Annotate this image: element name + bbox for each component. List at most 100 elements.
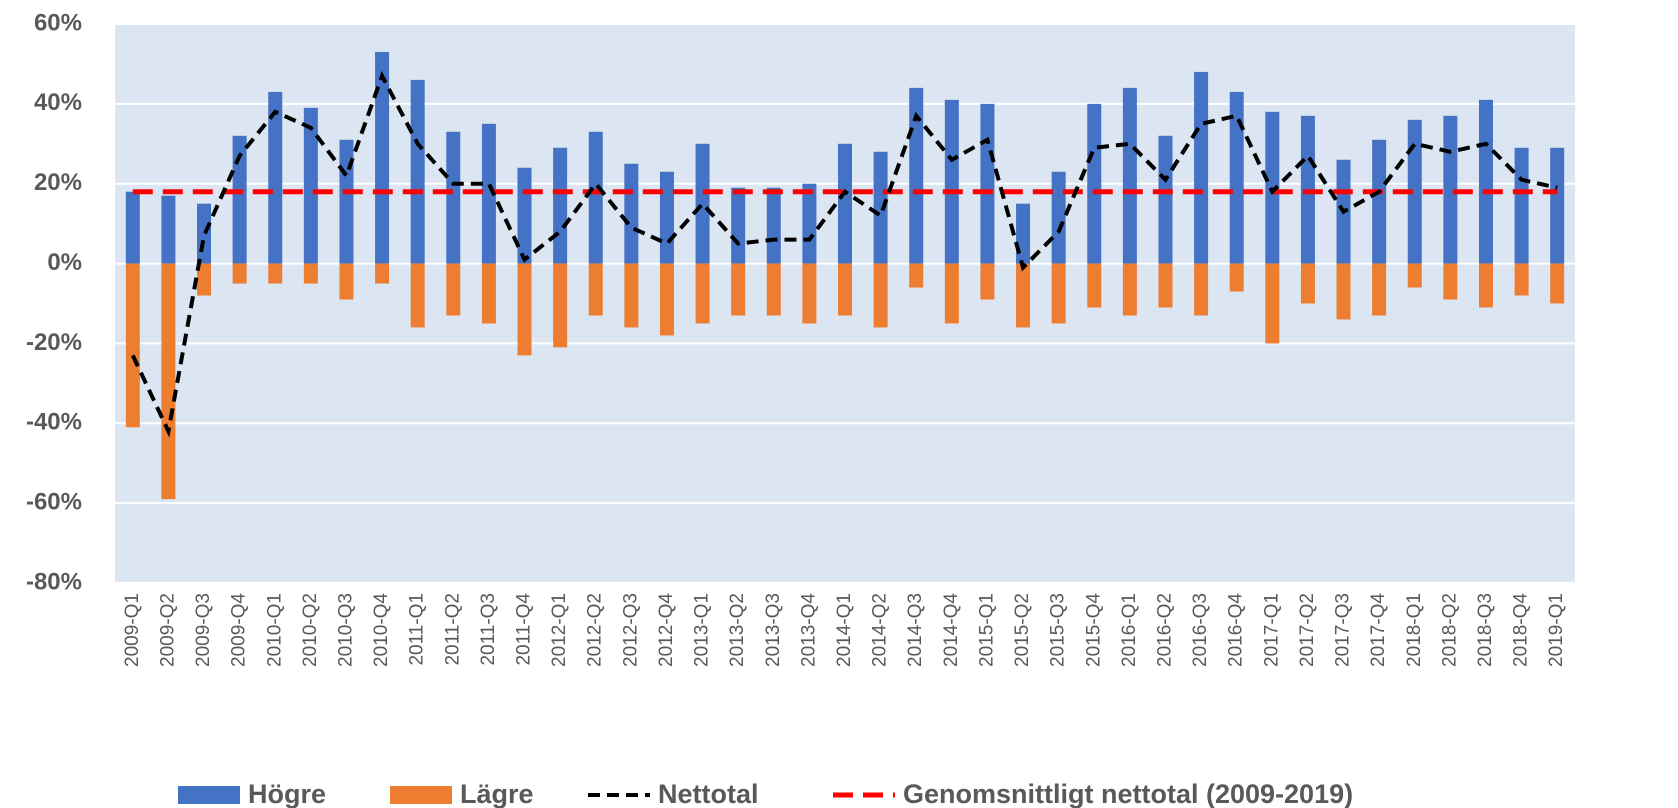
bar [553,147,568,264]
bar [1336,263,1351,320]
bar [659,263,674,336]
bar [1122,87,1137,264]
x-tick-label: 2011-Q3 [478,593,499,666]
x-tick-label: 2013-Q3 [763,593,784,667]
bar [659,171,674,264]
bar [980,103,995,264]
bar [1300,263,1315,304]
x-tick-label: 2011-Q1 [407,593,428,666]
bar [766,187,781,264]
legend-label: Högre [248,779,326,808]
bar [1407,119,1422,264]
x-tick-label: 2017-Q3 [1333,593,1354,667]
bar [944,263,959,324]
bar [197,203,212,264]
bar [375,263,390,284]
x-tick-label: 2013-Q4 [798,593,819,667]
bar [909,263,924,288]
y-tick-label: 20% [34,169,82,196]
bar [232,135,247,264]
bar [838,143,852,264]
y-tick-label: -60% [26,488,82,515]
x-tick-label: 2017-Q4 [1368,593,1389,667]
x-tick-label: 2018-Q1 [1404,593,1425,667]
bar [1229,263,1244,292]
x-tick-label: 2009-Q3 [193,593,214,667]
bar [802,263,817,324]
bar [268,263,283,284]
bar [873,263,888,328]
x-tick-label: 2010-Q2 [300,593,321,667]
bar [161,263,176,500]
bar [624,263,639,328]
y-tick-label: 60% [34,9,82,36]
bar [446,131,461,264]
bar [980,263,995,300]
bar [481,263,496,324]
x-tick-label: 2013-Q2 [727,593,748,667]
bar [1229,91,1244,264]
bar [303,107,318,264]
x-tick-label: 2014-Q4 [941,593,962,667]
x-tick-label: 2016-Q3 [1190,593,1211,667]
x-tick-label: 2009-Q4 [229,593,250,667]
x-tick-label: 2013-Q1 [692,593,713,667]
x-tick-label: 2018-Q4 [1511,593,1532,667]
bar [588,131,603,264]
y-tick-label: -80% [26,568,82,595]
bar [410,79,425,264]
y-tick-label: -20% [26,329,82,356]
bar [766,263,781,316]
legend-label: Genomsnittligt nettotal (2009-2019) [903,779,1353,808]
bar [553,263,568,348]
y-tick-label: 40% [34,89,82,116]
bar [1158,135,1173,264]
bar [1016,263,1031,328]
bar [1016,203,1031,264]
bar [1051,263,1066,324]
x-tick-label: 2009-Q1 [122,593,143,667]
x-tick-label: 2012-Q4 [656,593,677,667]
bar [1407,263,1422,288]
x-tick-label: 2016-Q1 [1119,593,1140,667]
bar [125,263,140,428]
bar [1514,263,1529,296]
bar [1122,263,1137,316]
bar [268,91,283,264]
bar [1265,263,1280,344]
x-tick-label: 2009-Q2 [157,593,178,667]
bar [375,51,390,264]
legend-swatch [390,786,452,804]
bar [944,99,959,264]
x-tick-label: 2018-Q2 [1439,593,1460,667]
bar [731,263,746,316]
bar [1087,263,1102,308]
bar [1194,263,1209,316]
bar [1478,263,1493,308]
bar [1443,263,1458,300]
x-tick-label: 2010-Q1 [264,593,285,667]
bar [909,87,924,264]
legend-swatch [178,786,240,804]
x-tick-label: 2015-Q4 [1083,593,1104,667]
bar [410,263,425,328]
x-tick-label: 2012-Q3 [620,593,641,667]
bar [1087,103,1102,264]
bar [624,163,639,264]
bar [838,263,852,316]
bar [873,151,888,264]
x-tick-label: 2014-Q1 [834,593,855,667]
x-tick-label: 2010-Q4 [371,593,392,667]
bar [1051,171,1066,264]
x-tick-label: 2019-Q1 [1546,593,1567,667]
bar [303,263,318,284]
x-tick-label: 2015-Q3 [1048,593,1069,667]
bar [125,191,140,264]
bar [1550,147,1565,264]
x-tick-label: 2015-Q2 [1012,593,1033,667]
bar [1550,263,1565,304]
legend-label: Lägre [460,779,534,808]
bar [731,187,746,264]
